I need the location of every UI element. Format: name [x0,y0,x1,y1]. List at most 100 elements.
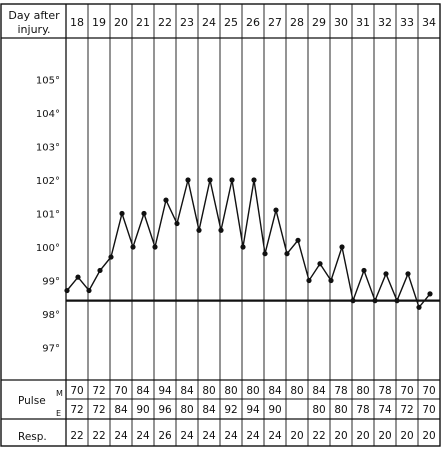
temperature-point [185,177,191,183]
chart-border [0,3,441,447]
respiration-value: 22 [312,430,325,442]
temperature-tick-label: 104° [36,109,60,120]
pulse-morning-value: 70 [114,385,127,397]
respiration-value: 22 [70,430,83,442]
respiration-value: 20 [290,430,303,442]
pulse-morning-value: 78 [378,385,391,397]
pulse-evening-value: 90 [268,404,281,416]
day-label: 25 [224,16,238,29]
day-label: 34 [422,16,436,29]
temperature-point [383,271,389,277]
day-label: 27 [268,16,282,29]
temperature-tick-label: 98° [42,310,60,321]
pulse-evening-value: 72 [70,404,83,416]
temperature-point [207,177,213,183]
temperature-tick-label: 102° [36,176,60,187]
temperature-tick-label: 97° [42,344,60,355]
respiration-value: 24 [180,430,194,442]
pulse-morning-value: 94 [158,385,172,397]
temperature-tick-label: 105° [36,76,60,87]
pulse-evening-value: 80 [312,404,325,416]
pulse-morning-value: 84 [136,385,150,397]
temperature-point [295,237,301,243]
temperature-tick-label: 100° [36,243,60,254]
pulse-morning-value: 80 [290,385,303,397]
respiration-row-label: Resp. [18,431,47,443]
vital-signs-cells: 70 72 70 84 94 84 80 80 80 84 80 84 78 80 78 70 70 72 72 84… [70,385,435,442]
pulse-evening-value: 72 [92,404,105,416]
respiration-value: 24 [224,430,238,442]
pulse-evening-value: 92 [224,404,237,416]
temperature-tick-label: 103° [36,143,60,154]
temperature-point [64,287,70,294]
day-label: 33 [400,16,414,29]
day-label: 21 [136,16,150,29]
respiration-value: 24 [136,430,150,442]
day-label: 32 [378,16,392,29]
temperature-point [350,298,356,304]
temperature-plot [64,177,433,310]
temperature-point [427,291,433,297]
temperature-tick-label: 99° [42,277,60,288]
temperature-point [196,227,202,233]
temperature-axis-labels: 105° 104° 103° 102° 101° 100° 99° 98° 97° [36,76,60,355]
respiration-value: 22 [92,430,105,442]
day-label: 23 [180,16,194,29]
header-row: Day after injury. [8,9,60,36]
pulse-evening-value: 84 [114,404,128,416]
pulse-evening-value: 74 [378,404,392,416]
temperature-point [119,210,125,217]
temperature-tick-label: 101° [36,210,60,221]
temperature-point [174,220,180,227]
vital-signs-table: Pulse M E Resp. [18,389,63,443]
temperature-point [152,244,158,250]
temperature-point [328,277,334,284]
grid-lines [0,3,441,447]
pulse-morning-value: 84 [312,385,326,397]
header-label-injury: injury. [17,23,50,36]
day-label: 19 [92,16,106,29]
day-label: 30 [334,16,348,29]
pulse-morning-value: 70 [400,385,413,397]
temperature-point [394,298,400,304]
temperature-point [163,197,169,203]
respiration-value: 24 [268,430,282,442]
respiration-value: 26 [158,430,172,442]
pulse-evening-value: 72 [400,404,413,416]
temperature-point [86,287,92,294]
day-labels: 18 19 20 21 22 23 24 25 26 27 28 29 30 31 32 33 34 [70,16,436,29]
temperature-point [273,207,279,213]
respiration-value: 20 [378,430,391,442]
pulse-evening-value: 84 [202,404,216,416]
pulse-morning-value: 70 [422,385,435,397]
pulse-evening-value: 90 [136,404,149,416]
temperature-point [108,254,114,260]
day-label: 18 [70,16,84,29]
temperature-line [66,179,431,309]
temperature-point [339,244,345,250]
respiration-value: 24 [202,430,216,442]
temperature-point [218,227,224,233]
pulse-morning-label: M [56,389,63,398]
pulse-evening-value: 80 [180,404,193,416]
temperature-point [284,251,290,257]
temperature-point [361,267,367,274]
temperature-point [240,244,246,250]
temperature-point [262,251,268,257]
day-label: 28 [290,16,304,29]
temperature-point [372,298,378,304]
pulse-morning-value: 80 [202,385,215,397]
day-label: 20 [114,16,128,29]
day-label: 26 [246,16,260,29]
header-label-day-after: Day after [8,9,60,22]
pulse-morning-value: 78 [334,385,347,397]
pulse-morning-value: 72 [92,385,105,397]
temperature-point [251,177,257,183]
pulse-row-label: Pulse [18,395,46,407]
pulse-morning-value: 80 [246,385,259,397]
pulse-morning-value: 80 [224,385,237,397]
respiration-value: 20 [356,430,369,442]
respiration-value: 24 [114,430,128,442]
pulse-morning-value: 84 [180,385,194,397]
